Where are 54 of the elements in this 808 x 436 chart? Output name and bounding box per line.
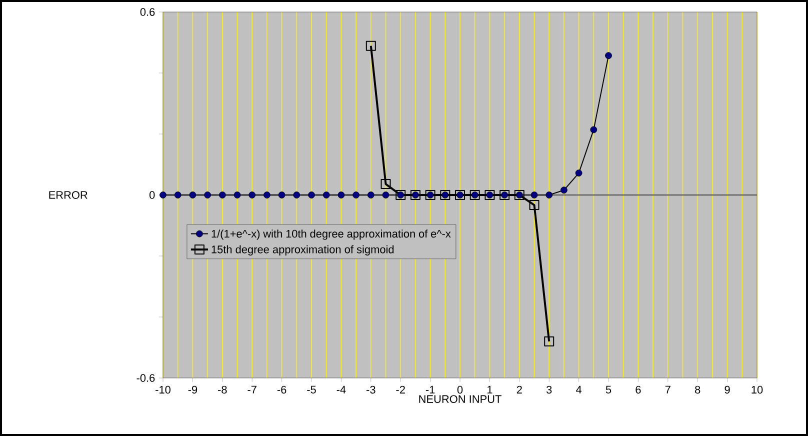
x-tick-label: -1 — [426, 386, 435, 394]
x-axis-title: NEURON INPUT — [419, 395, 502, 403]
x-tick-label: -5 — [307, 386, 316, 394]
point — [234, 192, 241, 198]
point — [530, 192, 538, 198]
point — [264, 192, 270, 198]
point — [174, 192, 182, 198]
point — [529, 200, 540, 210]
point — [160, 192, 166, 198]
point — [366, 40, 376, 51]
point — [546, 192, 553, 198]
point — [367, 192, 374, 198]
x-tick-label: 3 — [546, 386, 552, 394]
x-tick-label: -2 — [396, 386, 405, 394]
point — [605, 52, 612, 60]
x-tick-label: 4 — [576, 386, 582, 394]
x-tick-label: 5 — [606, 386, 612, 394]
point — [352, 192, 360, 198]
x-tick-label: -3 — [366, 386, 376, 394]
point — [382, 192, 390, 198]
point — [218, 192, 226, 198]
x-tick-label: -9 — [188, 386, 198, 394]
y-axis-title: ERROR — [49, 191, 88, 199]
legend-label: 1/(1+e^-x) with 10th degree approximation of e^-x — [212, 230, 451, 240]
point — [248, 192, 256, 198]
point — [380, 179, 391, 190]
point — [189, 192, 196, 198]
x-tick-label: 10 — [752, 386, 763, 394]
point — [590, 126, 598, 134]
y-tick-label: -0.6 — [136, 374, 155, 382]
x-tick-label: -8 — [218, 386, 227, 394]
x-tick-label: 6 — [636, 386, 641, 394]
x-tick-label: 7 — [665, 386, 670, 394]
point — [322, 192, 330, 198]
point — [338, 192, 345, 198]
x-tick-label: 9 — [724, 386, 730, 394]
x-tick-label: -4 — [336, 386, 346, 394]
x-tick-label: 8 — [695, 386, 700, 394]
point — [204, 192, 212, 198]
legend-label: 15th degree approximation of sigmoid — [212, 245, 394, 256]
point — [575, 170, 582, 176]
x-tick-label: 1 — [487, 386, 492, 394]
x-tick-label: -10 — [156, 386, 170, 394]
point — [293, 192, 300, 198]
x-tick-label: -6 — [277, 386, 286, 394]
point — [308, 192, 315, 198]
y-tick-label: 0 — [149, 191, 155, 199]
x-tick-label: -7 — [248, 386, 256, 394]
point — [278, 192, 286, 198]
y-tick-label: 0.6 — [140, 8, 155, 16]
x-tick-label: 2 — [516, 386, 522, 394]
point — [544, 336, 554, 346]
point — [560, 186, 568, 194]
x-tick-label: 0 — [457, 386, 463, 394]
